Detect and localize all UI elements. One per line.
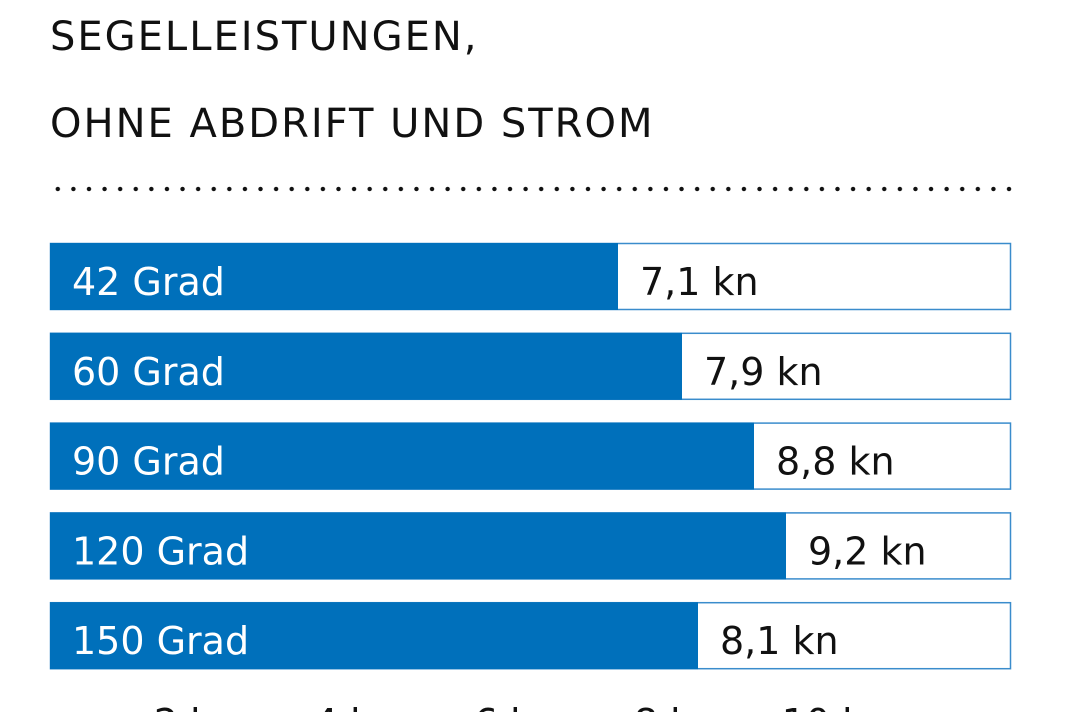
chart-title-line-1: SEGELLEISTUNGEN, — [50, 14, 479, 60]
value-label: 7,9 kn — [704, 350, 823, 394]
category-label: 120 Grad — [72, 529, 249, 573]
category-label: 60 Grad — [72, 350, 225, 394]
value-label: 9,2 kn — [808, 529, 927, 573]
dotted-divider — [50, 186, 1015, 192]
x-tick-label: 8 kn — [634, 701, 716, 712]
bar — [50, 602, 698, 670]
x-tick-label: 10 kn — [782, 701, 889, 712]
bar — [50, 512, 786, 580]
x-tick-label: 4 kn — [314, 701, 396, 712]
category-label: 90 Grad — [72, 440, 225, 484]
category-label: 150 Grad — [72, 619, 249, 663]
bar — [50, 422, 754, 490]
value-label: 8,1 kn — [720, 619, 839, 663]
chart-title-line-2: OHNE ABDRIFT UND STROM — [50, 101, 655, 147]
category-label: 42 Grad — [72, 260, 225, 304]
value-label: 8,8 kn — [776, 440, 895, 484]
bar — [50, 332, 682, 400]
value-label: 7,1 kn — [640, 260, 759, 304]
x-tick-label: 6 kn — [474, 701, 556, 712]
bar — [50, 243, 618, 310]
x-tick-label: 2 kn — [154, 701, 236, 712]
